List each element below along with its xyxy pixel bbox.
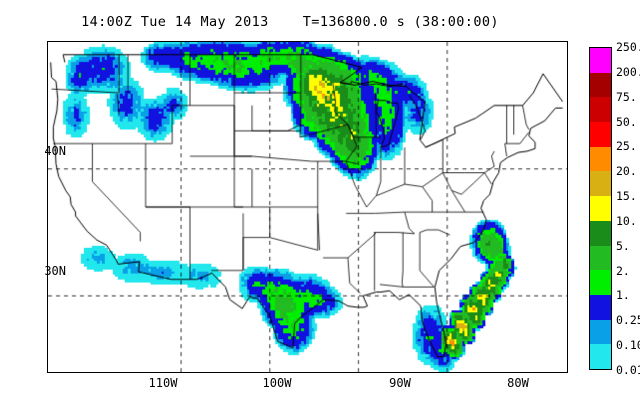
- colorbar-band-12: [590, 344, 611, 369]
- colorbar-tick-25-4: 25.: [616, 139, 637, 154]
- colorbar-tick-15-6: 15.: [616, 189, 637, 204]
- colorbar-band-0: [590, 48, 611, 73]
- colorbar-band-8: [590, 245, 611, 271]
- longitude-tick-100w: 100W: [262, 376, 292, 390]
- colorbar-tick-50-3: 50.: [616, 114, 637, 129]
- colorbar-tick-001-13: 0.01: [616, 363, 640, 377]
- colorbar-band-9: [590, 270, 611, 295]
- colorbar-band-3: [590, 122, 611, 147]
- colorbar-tick-5-8: 5.: [616, 238, 630, 253]
- latitude-tick-30n: 30N: [44, 264, 66, 278]
- longitude-tick-110w: 110W: [148, 376, 178, 390]
- longitude-tick-90w: 90W: [389, 376, 411, 390]
- colorbar-tick-025-11: 0.25: [616, 313, 640, 328]
- colorbar-tick-200-1: 200.: [616, 64, 640, 79]
- latitude-tick-40n: 40N: [44, 144, 66, 158]
- colorbar-band-11: [590, 319, 611, 345]
- colorbar-tick-2-9: 2.: [616, 263, 630, 278]
- colorbar-tick-10-7: 10.: [616, 213, 637, 228]
- colorbar: [589, 47, 612, 370]
- colorbar-tick-010-12: 0.10: [616, 338, 640, 353]
- colorbar-tick-250-0: 250.: [616, 40, 640, 54]
- colorbar-band-6: [590, 196, 611, 221]
- colorbar-band-2: [590, 97, 611, 123]
- colorbar-band-7: [590, 220, 611, 246]
- colorbar-tick-1-10: 1.: [616, 288, 630, 303]
- page-title: 14:00Z Tue 14 May 2013 T=136800.0 s (38:…: [81, 14, 499, 30]
- longitude-tick-80w: 80W: [507, 376, 529, 390]
- colorbar-band-5: [590, 171, 611, 197]
- colorbar-band-1: [590, 72, 611, 98]
- colorbar-band-10: [590, 294, 611, 320]
- colorbar-band-4: [590, 146, 611, 172]
- colorbar-tick-20-5: 20.: [616, 164, 637, 179]
- colorbar-tick-75-2: 75.: [616, 89, 637, 104]
- map-plot-area: [47, 41, 568, 373]
- precipitation-heatmap-canvas: [48, 42, 567, 372]
